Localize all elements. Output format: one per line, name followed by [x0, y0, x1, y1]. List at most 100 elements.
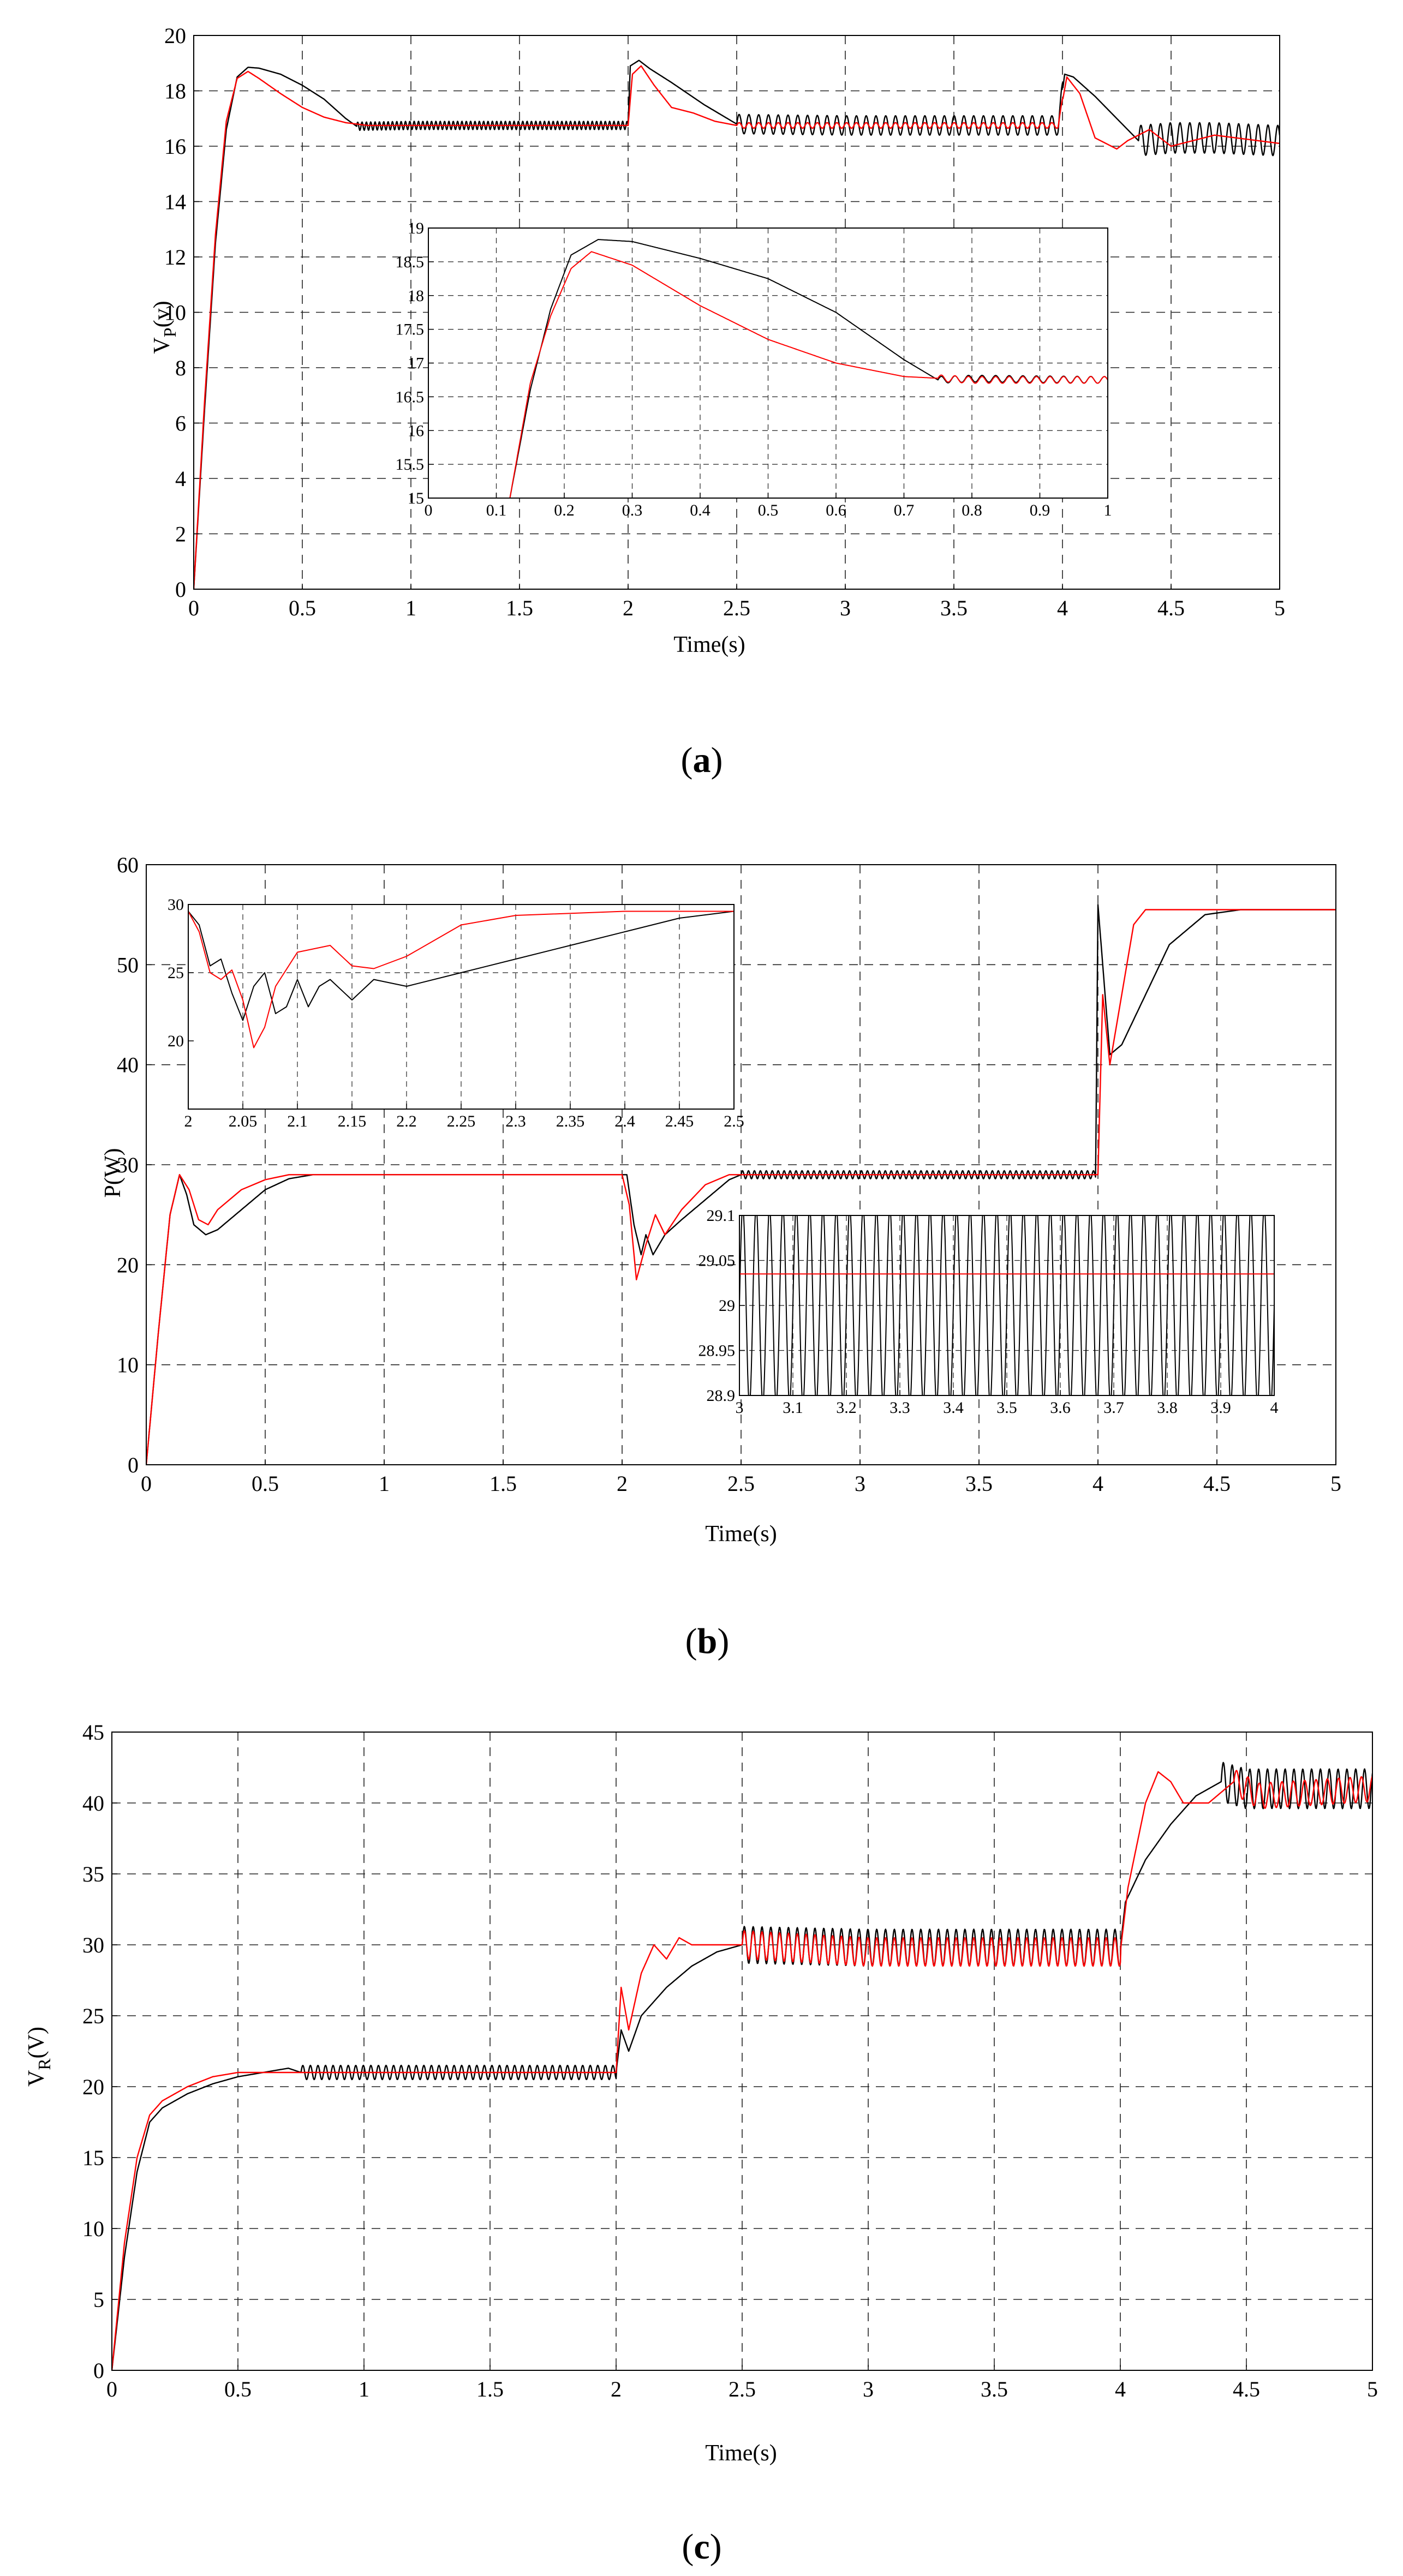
chart-b-x-tick-label: 0.5 [252, 1471, 279, 1496]
chart-b-series-red-line [146, 909, 1336, 1465]
inset-b-left-series-black-line [188, 910, 734, 1021]
inset-a-zoom-x-tick-label: 0.4 [690, 501, 711, 519]
chart-a-x-tick-label: 3.5 [940, 596, 968, 620]
chart-a-x-tick-label: 0 [188, 596, 199, 620]
chart-c-y-tick-label: 5 [93, 2287, 104, 2312]
chart-c-x-tick-label: 1 [359, 2377, 369, 2401]
chart-c-x-tick-label: 3.5 [981, 2377, 1008, 2401]
inset-b-left-y-tick-label: 25 [168, 964, 184, 982]
chart-a-y-tick-label: 10 [164, 301, 186, 325]
chart-c-y-tick-label: 45 [82, 1720, 104, 1745]
chart-c-x-tick-label: 5 [1367, 2377, 1378, 2401]
inset-b-left-x-tick-label: 2.1 [287, 1112, 308, 1130]
inset-a-zoom-y-tick-label: 18.5 [396, 253, 425, 271]
chart-b-x-tick-label: 3.5 [965, 1471, 993, 1496]
inset-b-left-x-tick-label: 2.2 [396, 1112, 417, 1130]
inset-a-zoom-y-tick-label: 17 [408, 355, 424, 373]
chart-a-x-tick-label: 3 [840, 596, 851, 620]
inset-a-zoom-x-tick-label: 1 [1104, 501, 1112, 519]
y-axis-title-b: P(W) [100, 1148, 126, 1198]
inset-a-zoom-y-tick-label: 16 [408, 422, 424, 440]
inset-a-zoom: 0 0.1 0.2 0.3 0.4 0.5 0.6 0.7 0.8 0.9 1 15 15.5 16 16.… [396, 219, 1112, 519]
y-axis-title-c: VR(V) [24, 2027, 54, 2087]
chart-a-y-tick-label: 8 [175, 356, 186, 380]
inset-a-zoom-x-tick-label: 0.1 [486, 501, 507, 519]
inset-b-right-y-tick-label: 28.95 [698, 1342, 736, 1360]
chart-a-x-tick-label: 1 [405, 596, 416, 620]
inset-b-left-x-tick-label: 2.45 [665, 1112, 694, 1130]
chart-c-x-tick-label: 4 [1115, 2377, 1126, 2401]
chart-a-x-tick-label: 4.5 [1157, 596, 1185, 620]
inset-a-zoom-x-tick-label: 0.3 [622, 501, 643, 519]
inset-b-right-series-black-line [739, 1215, 1274, 1395]
inset-a-zoom-y-tick-label: 19 [408, 219, 424, 237]
chart-c-y-tick-label: 20 [82, 2075, 104, 2099]
inset-b-left-y-tick-label: 20 [168, 1032, 184, 1050]
caption-c-letter: c [694, 2527, 709, 2567]
chart-b-y-tick-label: 20 [117, 1253, 139, 1277]
y-axis-title-c-unit: (V) [24, 2027, 49, 2058]
chart-a-x-tick-label: 2.5 [723, 596, 750, 620]
inset-b-left: 2 2.05 2.1 2.15 2.2 2.25 2.3 2.35 2.4 2.45 2.5 20 25… [168, 896, 744, 1130]
chart-b-y-tick-label: 30 [117, 1153, 139, 1177]
inset-b-right-x-tick-label: 3.9 [1210, 1399, 1231, 1417]
chart-c-x-tick-label: 1.5 [476, 2377, 504, 2401]
x-axis-title-b: Time(s) [705, 1521, 777, 1547]
chart-a-y-tick-label: 20 [164, 23, 186, 48]
caption-b-letter: b [697, 1621, 718, 1661]
chart-c-y-tick-label: 10 [82, 2216, 104, 2241]
inset-a-zoom-x-tick-label: 0.5 [758, 501, 779, 519]
chart-b-x-tick-label: 0 [141, 1471, 152, 1496]
caption-c: (c) [682, 2527, 721, 2567]
inset-b-left-x-tick-label: 2 [184, 1112, 193, 1130]
inset-a-zoom-y-tick-label: 16.5 [396, 388, 425, 406]
inset-a-zoom-series-red-line [428, 251, 1108, 498]
chart-a-y-tick-label: 16 [164, 134, 186, 159]
chart-a-x-tick-label: 1.5 [506, 596, 533, 620]
chart-a-y-tick-label: 6 [175, 411, 186, 436]
inset-a-zoom-x-tick-label: 0.6 [826, 501, 846, 519]
chart-panel-c: 0 0.5 1 1.5 2 2.5 3 3.5 4 4.5 5051015202530354045 … [24, 1720, 1378, 2567]
inset-b-right-x-tick-label: 3.8 [1157, 1399, 1178, 1417]
chart-c-y-tick-label: 40 [82, 1791, 104, 1816]
plot-frame-b [146, 864, 1336, 1465]
chart-b-x-tick-label: 5 [1330, 1471, 1341, 1496]
x-axis-title-c: Time(s) [705, 2441, 777, 2466]
chart-a-series-black-line [194, 59, 1280, 589]
caption-a-letter: a [693, 740, 711, 780]
inset-b-right-y-tick-label: 29 [719, 1297, 735, 1315]
chart-c-x-tick-label: 2.5 [729, 2377, 756, 2401]
inset-b-right-x-tick-label: 3.5 [996, 1399, 1017, 1417]
chart-b-x-tick-label: 1.5 [489, 1471, 517, 1496]
inset-a-zoom-y-tick-label: 17.5 [396, 321, 425, 339]
inset-a-zoom-x-tick-label: 0.2 [554, 501, 575, 519]
chart-b-x-tick-label: 2.5 [727, 1471, 755, 1496]
chart-a-y-tick-label: 4 [175, 466, 186, 491]
chart-c-y-tick-label: 30 [82, 1933, 104, 1957]
chart-b-y-tick-label: 60 [117, 853, 139, 877]
y-axis-title-c-main: V [24, 2070, 49, 2087]
inset-a-zoom-y-tick-label: 18 [408, 287, 424, 305]
inset-b-left-x-tick-label: 2.35 [556, 1112, 585, 1130]
y-axis-title-a-sub: P [160, 327, 180, 337]
chart-c-x-tick-label: 3 [863, 2377, 874, 2401]
inset-b-left-x-tick-label: 2.5 [724, 1112, 744, 1130]
inset-b-right-x-tick-label: 3.7 [1103, 1399, 1124, 1417]
inset-b-left-x-tick-label: 2.15 [338, 1112, 367, 1130]
chart-b-x-tick-label: 1 [379, 1471, 390, 1496]
chart-a-y-tick-label: 2 [175, 522, 186, 547]
caption-b-open: ( [685, 1621, 697, 1661]
inset-a-zoom-x-tick-label: 0.7 [894, 501, 915, 519]
chart-b-y-tick-label: 0 [128, 1453, 139, 1477]
inset-b-right-x-tick-label: 3 [736, 1399, 744, 1417]
inset-a-zoom-y-tick-label: 15.5 [396, 456, 425, 474]
chart-c-x-tick-label: 4.5 [1233, 2377, 1260, 2401]
x-axis-title-a: Time(s) [673, 632, 745, 657]
caption-a-close: ) [711, 740, 723, 780]
caption-c-open: ( [682, 2527, 694, 2567]
chart-b-y-tick-label: 50 [117, 952, 139, 977]
chart-a-y-tick-label: 14 [164, 190, 186, 214]
chart-a-y-tick-label: 12 [164, 245, 186, 269]
